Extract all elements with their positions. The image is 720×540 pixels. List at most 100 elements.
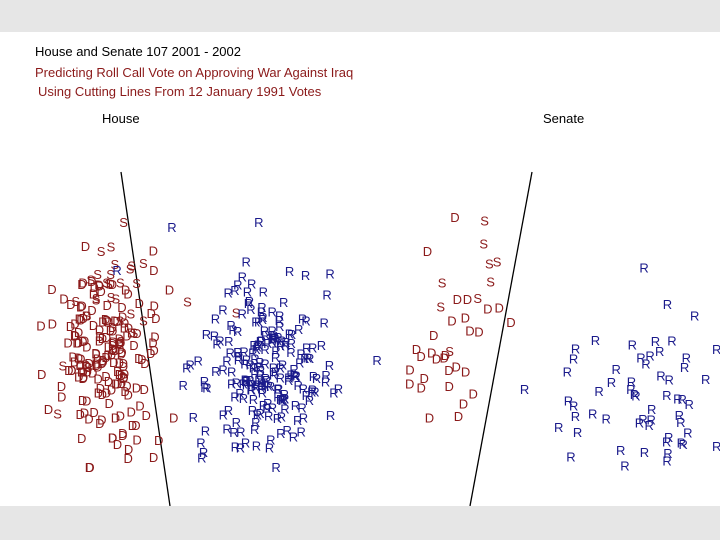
house-marker-r: R [308, 340, 317, 355]
house-marker-d: D [97, 356, 106, 371]
house-marker-r: R [256, 367, 265, 382]
house-marker-r: R [246, 302, 255, 317]
house-marker-d: D [117, 376, 126, 391]
house-marker-d: D [122, 329, 131, 344]
house-marker-s: S [116, 314, 125, 329]
house-marker-r: R [308, 383, 317, 398]
house-marker-r: R [250, 367, 259, 382]
chart-title-line-3: Using Cutting Lines From 12 January 1991… [38, 84, 322, 99]
house-marker-d: D [67, 363, 76, 378]
house-marker-d: D [105, 396, 114, 411]
house-marker-d: D [95, 416, 104, 431]
house-marker-d: D [120, 316, 129, 331]
senate-marker-d: D [420, 371, 429, 386]
house-marker-r: R [253, 340, 262, 355]
house-marker-s: S [139, 256, 148, 271]
senate-marker-r: R [662, 453, 671, 468]
senate-marker-d: D [405, 376, 414, 391]
house-marker-r: R [186, 357, 195, 372]
house-marker-r: R [245, 373, 254, 388]
senate-marker-r: R [647, 402, 656, 417]
house-marker-d: D [57, 390, 66, 405]
house-marker-r: R [254, 373, 263, 388]
house-marker-d: D [84, 356, 93, 371]
house-marker-d: D [108, 431, 117, 446]
house-marker-d: D [120, 366, 129, 381]
house-marker-d: D [127, 405, 136, 420]
house-marker-r: R [289, 430, 298, 445]
senate-marker-r: R [591, 333, 600, 348]
house-marker-s: S [116, 334, 125, 349]
house-marker-r: R [252, 438, 261, 453]
house-marker-r: R [257, 382, 266, 397]
house-marker-d: D [78, 393, 87, 408]
senate-marker-r: R [602, 411, 611, 426]
house-marker-r: R [273, 390, 282, 405]
house-marker-d: D [137, 352, 146, 367]
house-marker-d: D [89, 318, 98, 333]
house-marker-d: D [89, 405, 98, 420]
house-marker-r: R [284, 373, 293, 388]
house-marker-r: R [322, 287, 331, 302]
house-marker-r: R [280, 402, 289, 417]
house-marker-r: R [296, 347, 305, 362]
house-marker-r: R [232, 415, 241, 430]
house-marker-s: S [107, 240, 116, 255]
house-marker-d: D [115, 367, 124, 382]
senate-marker-s: S [493, 254, 502, 269]
house-marker-r: R [241, 436, 250, 451]
house-marker-r: R [238, 307, 247, 322]
house-marker-r: R [280, 391, 289, 406]
house-marker-r: R [326, 408, 335, 423]
senate-marker-d: D [416, 349, 425, 364]
house-marker-r: R [270, 331, 279, 346]
house-marker-d: D [140, 356, 149, 371]
house-marker-r: R [259, 285, 268, 300]
house-marker-r: R [230, 389, 239, 404]
house-marker-r: R [276, 339, 285, 354]
house-marker-d: D [147, 306, 156, 321]
house-marker-r: R [329, 386, 338, 401]
house-marker-r: R [271, 350, 280, 365]
senate-marker-r: R [647, 412, 656, 427]
house-marker-d: D [108, 320, 117, 335]
house-marker-d: D [48, 317, 57, 332]
senate-marker-d: D [454, 409, 463, 424]
house-marker-r: R [233, 345, 242, 360]
house-marker-s: S [106, 267, 115, 282]
senate-marker-r: R [627, 375, 636, 390]
senate-marker-r: R [573, 425, 582, 440]
house-marker-r: R [263, 396, 272, 411]
house-marker-d: D [98, 353, 107, 368]
house-marker-d: D [117, 346, 126, 361]
house-marker-d: D [76, 358, 85, 373]
house-marker-r: R [259, 398, 268, 413]
house-marker-r: R [321, 375, 330, 390]
house-marker-r: R [303, 351, 312, 366]
senate-marker-r: R [630, 387, 639, 402]
house-marker-r: R [305, 351, 314, 366]
house-marker-d: D [117, 345, 126, 360]
house-marker-r: R [202, 327, 211, 342]
house-marker-r: R [226, 346, 235, 361]
senate-marker-r: R [641, 357, 650, 372]
house-marker-d: D [94, 386, 103, 401]
house-marker-r: R [233, 324, 242, 339]
house-marker-d: D [111, 411, 120, 426]
house-marker-d: D [124, 442, 133, 457]
house-marker-r: R [249, 360, 258, 375]
house-marker-r: R [258, 312, 267, 327]
house-marker-d: D [118, 428, 127, 443]
house-marker-r: R [277, 393, 286, 408]
senate-marker-r: R [667, 334, 676, 349]
senate-marker-r: R [645, 418, 654, 433]
house-marker-r: R [279, 295, 288, 310]
house-marker-d: D [101, 312, 110, 327]
senate-marker-d: D [441, 348, 450, 363]
senate-marker-r: R [616, 443, 625, 458]
house-marker-d: D [76, 312, 85, 327]
house-marker-r: R [260, 323, 269, 338]
house-marker-s: S [107, 290, 116, 305]
senate-marker-r: R [620, 458, 629, 473]
